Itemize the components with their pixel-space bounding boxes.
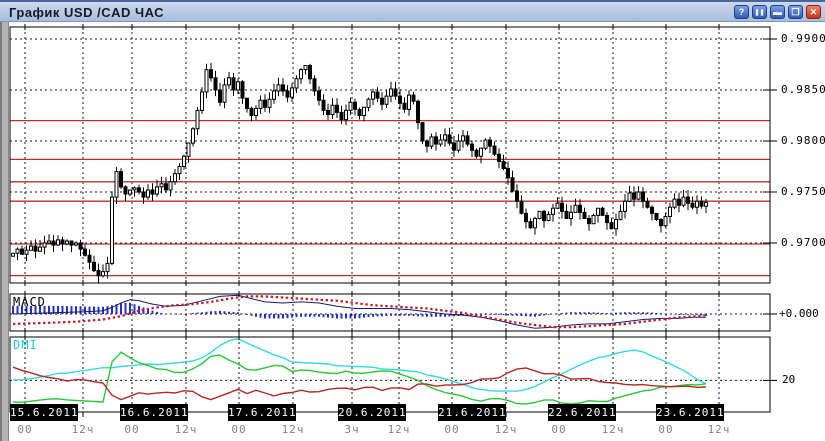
pause-button[interactable]: ❚❚ bbox=[752, 5, 767, 19]
time-label: 12ч bbox=[707, 423, 731, 436]
maximize-button[interactable]: ❒ bbox=[788, 5, 803, 19]
title-bar[interactable]: График USD /CAD ЧАС ? ❚❚ ▬ ❒ ✕ bbox=[0, 0, 825, 22]
macd-line bbox=[12, 294, 706, 329]
dmi-adx-line bbox=[12, 338, 707, 392]
date-label: 23.6.2011 bbox=[656, 404, 725, 421]
time-label: 00 bbox=[551, 423, 567, 436]
time-label: 12ч bbox=[494, 423, 518, 436]
dmi-level-label: 20 bbox=[782, 373, 796, 386]
date-label: 22.6.2011 bbox=[548, 404, 617, 421]
help-button[interactable]: ? bbox=[734, 5, 749, 19]
date-label: 17.6.2011 bbox=[228, 404, 297, 421]
time-label: 12ч bbox=[71, 423, 95, 436]
time-label: 12ч bbox=[387, 423, 411, 436]
window-controls: ? ❚❚ ▬ ❒ ✕ bbox=[734, 5, 821, 19]
dmi-panel-label: DMI bbox=[13, 338, 38, 352]
window-title: График USD /CAD ЧАС bbox=[9, 5, 165, 20]
date-label: 15.6.2011 bbox=[10, 404, 79, 421]
price-axis-label: 0.9900 bbox=[781, 32, 825, 45]
dmi-panel-border bbox=[9, 336, 771, 413]
time-label: 12ч bbox=[281, 423, 305, 436]
minimize-button[interactable]: ▬ bbox=[770, 5, 785, 19]
time-label: 00 bbox=[444, 423, 460, 436]
time-label: 00 bbox=[231, 423, 247, 436]
dmi-minus_di-line bbox=[12, 366, 707, 401]
window-left-border bbox=[0, 22, 9, 441]
time-label: 12ч bbox=[601, 423, 625, 436]
macd-panel-border bbox=[9, 293, 771, 332]
candle-bodies-down bbox=[20, 65, 704, 277]
macd-panel-label: MACD bbox=[13, 295, 46, 309]
price-panel-border bbox=[9, 26, 771, 284]
price-axis-label: 0.9700 bbox=[781, 236, 825, 249]
price-axis-label: 0.9800 bbox=[781, 134, 825, 147]
time-label: 12ч bbox=[174, 423, 198, 436]
candle-bodies-up bbox=[11, 65, 708, 277]
time-label: 00 bbox=[124, 423, 140, 436]
macd-signal-line bbox=[12, 295, 707, 329]
date-label: 21.6.2011 bbox=[438, 404, 507, 421]
close-button[interactable]: ✕ bbox=[806, 5, 821, 19]
price-axis-label: 0.9750 bbox=[781, 185, 825, 198]
date-label: 16.6.2011 bbox=[120, 404, 189, 421]
time-label: 3ч bbox=[344, 423, 360, 436]
macd-zero-label: +0.000 bbox=[779, 307, 819, 320]
time-label: 00 bbox=[17, 423, 33, 436]
dmi-plus_di-line bbox=[12, 351, 707, 405]
time-label: 00 bbox=[658, 423, 674, 436]
date-label: 20.6.2011 bbox=[338, 404, 407, 421]
price-axis-label: 0.9850 bbox=[781, 83, 825, 96]
